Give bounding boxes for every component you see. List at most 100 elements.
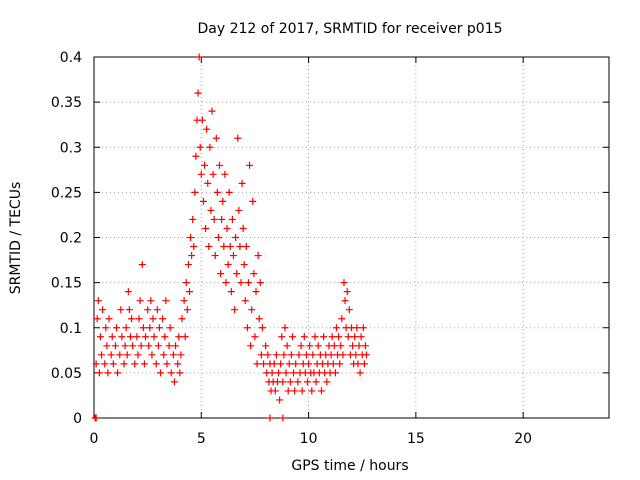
data-point (185, 288, 193, 296)
data-point (300, 333, 308, 341)
data-point (118, 333, 126, 341)
data-point (93, 315, 101, 323)
data-point (290, 369, 298, 377)
data-point (225, 188, 233, 196)
x-tick-label: 10 (300, 431, 318, 447)
data-point (183, 306, 191, 314)
data-point (283, 342, 291, 350)
data-point (245, 279, 252, 287)
data-point (108, 333, 116, 341)
data-point (177, 351, 185, 359)
data-point (361, 342, 369, 350)
data-point (211, 252, 219, 260)
data-point (351, 333, 359, 341)
data-point (131, 360, 139, 368)
data-point (217, 270, 225, 278)
data-point (253, 360, 261, 368)
data-point (159, 315, 167, 323)
data-point (297, 342, 305, 350)
data-point (271, 387, 279, 395)
data-point (107, 351, 115, 359)
data-point (176, 369, 184, 377)
data-point (161, 333, 169, 341)
data-point (246, 161, 254, 169)
data-point (222, 279, 230, 287)
data-point (264, 351, 272, 359)
data-point (304, 378, 312, 386)
data-point (187, 234, 195, 241)
data-point (204, 179, 212, 187)
data-point (202, 224, 210, 232)
data-point (234, 134, 242, 142)
y-tick-label: 0.2 (60, 231, 82, 247)
data-point (98, 351, 106, 359)
data-point (249, 197, 257, 205)
data-point (208, 107, 216, 115)
data-point (288, 333, 296, 341)
data-point (329, 360, 337, 368)
data-point (360, 360, 368, 368)
data-point (282, 369, 290, 377)
data-point (306, 342, 314, 350)
y-tick-label: 0.4 (60, 50, 82, 66)
data-point (175, 333, 183, 341)
data-point (262, 342, 270, 350)
data-point (235, 206, 243, 214)
data-point (136, 297, 144, 305)
data-point (248, 306, 256, 314)
data-point (251, 333, 259, 341)
data-point (232, 234, 240, 241)
data-point (363, 351, 371, 359)
data-point (284, 387, 292, 395)
data-point (343, 288, 351, 296)
x-tick-label: 0 (90, 431, 99, 447)
data-point (94, 297, 102, 305)
data-point (116, 351, 124, 359)
y-tick-label: 0 (73, 411, 82, 427)
data-point (344, 333, 352, 341)
data-point (101, 360, 109, 368)
data-point (104, 369, 112, 377)
data-point (210, 215, 218, 223)
data-point (167, 369, 175, 377)
data-point (196, 143, 204, 151)
data-point (149, 315, 157, 323)
data-point (330, 342, 338, 350)
data-point (236, 243, 244, 251)
data-point (279, 414, 287, 422)
data-point (129, 342, 137, 350)
x-tick-label: 15 (407, 431, 425, 447)
axis-ticks: 0 5 10 15 20 0 0.05 0.1 0.15 0.2 0.25 0.3 0.35 0.4 (51, 50, 609, 447)
data-point (126, 333, 134, 341)
data-point (121, 342, 129, 350)
data-point (212, 134, 220, 142)
data-point (223, 224, 231, 232)
data-point (188, 252, 196, 260)
data-point (209, 170, 217, 178)
data-point (308, 387, 316, 395)
data-point (163, 360, 171, 368)
data-point (216, 161, 224, 169)
data-point (356, 369, 364, 377)
data-point (227, 288, 235, 296)
data-point (170, 378, 178, 386)
data-point (252, 288, 260, 296)
data-point (268, 369, 276, 377)
data-point (332, 324, 340, 332)
data-point (320, 333, 328, 341)
data-point (298, 387, 306, 395)
data-point (213, 188, 221, 196)
data-points (91, 53, 371, 422)
data-point (150, 333, 158, 341)
data-point (339, 351, 347, 359)
x-axis-label: GPS time / hours (291, 458, 408, 474)
data-point (145, 342, 153, 350)
data-point (255, 315, 263, 323)
data-point (192, 152, 200, 160)
data-point (197, 170, 205, 178)
grid (94, 57, 609, 418)
data-point (231, 306, 239, 314)
data-point (278, 333, 286, 341)
data-point (238, 179, 246, 187)
data-point (229, 252, 237, 260)
